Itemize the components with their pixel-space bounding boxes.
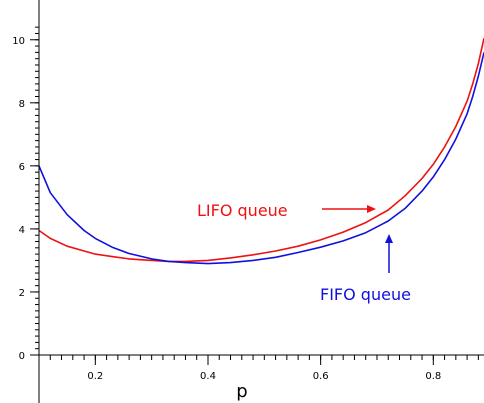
y-tick-label: 6: [19, 162, 25, 173]
y-tick-label: 8: [19, 99, 25, 110]
x-tick-label: 0.8: [425, 371, 441, 382]
x-tick-label: 0.6: [313, 371, 329, 382]
y-tick-label: 10: [12, 36, 25, 47]
tick-labels: 0.2 0.4 0.6 0.8 0 2 4 6 8 10: [12, 36, 441, 382]
lifo-series-line: [38, 38, 484, 263]
y-tick-label: 2: [19, 288, 25, 299]
major-ticks: [30, 39, 434, 365]
x-tick-label: 0.4: [200, 371, 216, 382]
x-axis-title: p: [236, 381, 247, 402]
fifo-queue-label: FIFO queue: [320, 285, 411, 304]
minor-ticks: [35, 26, 479, 360]
y-tick-label: 0: [19, 351, 25, 362]
lifo-arrowhead-icon: [367, 205, 376, 213]
lifo-queue-label: LIFO queue: [197, 201, 288, 220]
fifo-arrowhead-icon: [385, 234, 393, 243]
lifo-annotation: LIFO queue: [197, 201, 376, 220]
x-tick-label: 0.2: [87, 371, 103, 382]
series-layer: [38, 38, 484, 265]
y-tick-label: 4: [19, 225, 25, 236]
fifo-annotation: FIFO queue: [320, 234, 411, 304]
fifo-series-line: [38, 52, 484, 265]
